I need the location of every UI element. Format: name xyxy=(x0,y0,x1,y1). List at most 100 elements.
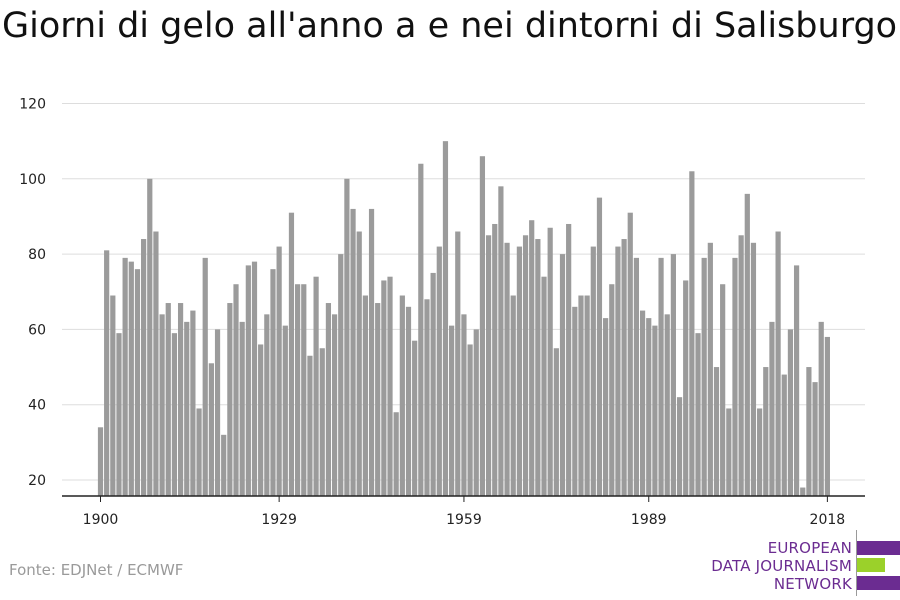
bar-1968 xyxy=(516,246,522,496)
bar-2011 xyxy=(781,374,787,496)
bar-2005 xyxy=(744,193,750,497)
bar-1976 xyxy=(566,223,572,497)
bar-1927 xyxy=(264,314,270,496)
bar-2012 xyxy=(787,329,794,496)
logo-line-network: NETWORK xyxy=(773,575,852,593)
bar-1946 xyxy=(381,280,387,496)
bar-1931 xyxy=(288,212,295,496)
bar-1995 xyxy=(683,280,689,496)
bar-1989 xyxy=(646,318,652,496)
bar-2010 xyxy=(775,231,781,496)
bar-1945 xyxy=(375,303,381,496)
bar-2009 xyxy=(769,321,775,496)
logo-bar-top xyxy=(857,541,900,555)
bar-1984 xyxy=(615,246,621,496)
bar-1974 xyxy=(553,348,559,496)
bar-2001 xyxy=(720,284,726,496)
bar-1982 xyxy=(603,318,609,496)
bar-1956 xyxy=(442,141,449,496)
bar-1900 xyxy=(97,427,104,496)
bar-1917 xyxy=(202,257,208,496)
bar-1965 xyxy=(498,186,504,496)
bar-1957 xyxy=(449,325,455,496)
bar-1912 xyxy=(171,333,178,496)
bar-1964 xyxy=(492,223,498,497)
bar-1983 xyxy=(609,284,615,496)
bar-1975 xyxy=(559,254,566,496)
bar-1922 xyxy=(233,284,239,496)
bar-1966 xyxy=(504,242,510,496)
x-tick-label: 1900 xyxy=(83,512,119,528)
bar-2002 xyxy=(726,408,732,496)
bar-1987 xyxy=(633,257,640,496)
bar-2003 xyxy=(732,257,738,496)
bar-1963 xyxy=(485,235,492,497)
bar-1997 xyxy=(695,333,701,496)
bar-1913 xyxy=(177,303,184,496)
bar-1960 xyxy=(467,344,473,496)
bar-1973 xyxy=(547,227,553,496)
bar-1961 xyxy=(473,329,479,496)
bar-1980 xyxy=(590,246,596,496)
x-axis: 1900 1929 1959 1989 2018 xyxy=(62,495,865,528)
bar-2006 xyxy=(750,242,757,496)
chart-title: Giorni di gelo all'anno a e nei dintorni… xyxy=(2,6,898,46)
bar-1986 xyxy=(627,212,633,496)
bar-1904 xyxy=(122,257,128,496)
bar-1907 xyxy=(141,239,147,497)
bar-1902 xyxy=(110,295,116,496)
bar-1971 xyxy=(535,239,541,497)
bar-1903 xyxy=(116,333,122,496)
bar-1928 xyxy=(270,269,276,496)
bar-1909 xyxy=(153,231,159,496)
bar-1937 xyxy=(325,303,332,496)
bar-1936 xyxy=(319,348,325,496)
bar-1979 xyxy=(584,295,590,496)
bar-1901 xyxy=(104,250,110,496)
bar-1911 xyxy=(165,303,171,496)
bar-1948 xyxy=(393,412,399,496)
x-tick-label: 1929 xyxy=(261,512,297,528)
y-tick-label: 20 xyxy=(28,473,46,489)
bar-1923 xyxy=(239,321,245,496)
bar-1947 xyxy=(387,276,393,496)
bar-1934 xyxy=(307,355,313,496)
bar-1926 xyxy=(258,344,264,496)
bar-2007 xyxy=(757,408,763,496)
bar-1950 xyxy=(405,306,412,496)
bar-1999 xyxy=(707,242,713,496)
bar-2004 xyxy=(738,235,744,497)
source-note: Fonte: EDJNet / ECMWF xyxy=(9,561,184,579)
bar-2000 xyxy=(713,367,720,496)
bar-1977 xyxy=(572,306,578,496)
bar-1991 xyxy=(658,257,664,496)
bar-1985 xyxy=(621,239,627,497)
bar-1939 xyxy=(338,254,344,496)
y-tick-label: 40 xyxy=(28,398,46,414)
logo-line-european: EUROPEAN xyxy=(767,539,852,557)
bar-1933 xyxy=(301,284,307,496)
bar-1949 xyxy=(399,295,405,496)
y-axis-ticks: 20 40 60 80 100 120 xyxy=(19,97,46,490)
bar-1941 xyxy=(350,208,356,497)
logo-line-data-journalism: DATA JOURNALISM xyxy=(711,557,852,575)
y-tick-label: 120 xyxy=(19,97,46,113)
bar-1915 xyxy=(190,310,196,496)
bar-1981 xyxy=(596,197,603,497)
bar-1993 xyxy=(670,254,676,496)
bar-1938 xyxy=(331,314,338,496)
bar-1990 xyxy=(652,325,658,496)
bar-1930 xyxy=(282,325,288,496)
bar-1908 xyxy=(147,178,153,497)
bar-1932 xyxy=(295,284,301,496)
logo-bar-middle xyxy=(857,558,885,572)
bar-1943 xyxy=(362,295,368,496)
bar-1970 xyxy=(529,220,535,496)
bar-1969 xyxy=(522,235,529,497)
edjnet-logo: EUROPEAN DATA JOURNALISM NETWORK xyxy=(700,530,900,596)
y-tick-label: 80 xyxy=(28,247,46,263)
bar-1905 xyxy=(128,261,134,496)
bar-1994 xyxy=(676,397,683,496)
bar-1918 xyxy=(208,363,214,496)
bar-1955 xyxy=(436,246,442,496)
